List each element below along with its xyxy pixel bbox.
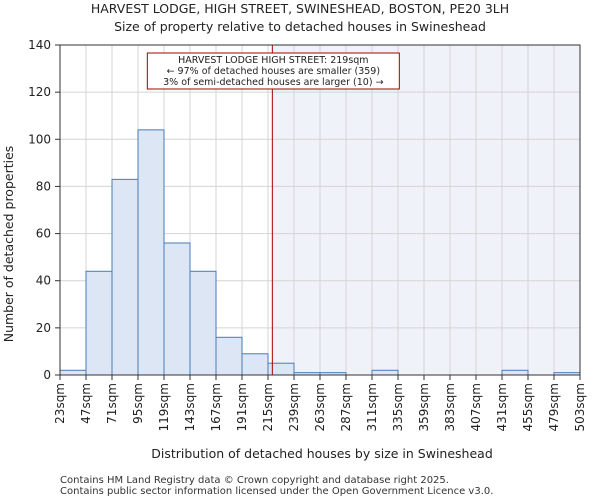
x-axis-label: Distribution of detached houses by size … xyxy=(151,446,493,461)
bar-71sqm xyxy=(111,178,139,376)
x-tick-label: 47sqm xyxy=(79,383,93,424)
y-axis-label: Number of detached properties xyxy=(1,146,16,343)
bar-167sqm xyxy=(215,336,243,376)
y-tick-label: 120 xyxy=(28,85,51,99)
annotation-line-smaller: ← 97% of detached houses are smaller (35… xyxy=(167,66,380,77)
bar-23sqm xyxy=(59,369,87,376)
y-tick-label: 40 xyxy=(36,274,51,288)
x-tick-label: 191sqm xyxy=(235,383,249,431)
annotation-line-property: HARVEST LODGE HIGH STREET: 219sqm xyxy=(178,55,368,66)
bar-95sqm xyxy=(137,129,165,376)
y-tick-label: 140 xyxy=(28,38,51,52)
footer-licence: Contains public sector information licen… xyxy=(60,486,493,497)
bar-143sqm xyxy=(189,270,217,376)
plot-frame xyxy=(59,44,581,376)
y-tick-label: 80 xyxy=(36,179,51,193)
y-axis-ticks: 0 20 40 60 80 100 120 140 xyxy=(28,38,60,382)
x-tick-label: 479sqm xyxy=(547,383,561,431)
x-tick-label: 263sqm xyxy=(313,383,327,431)
bar-311sqm xyxy=(371,369,399,376)
x-tick-label: 287sqm xyxy=(339,383,353,431)
chart-title: HARVEST LODGE, HIGH STREET, SWINESHEAD, … xyxy=(91,1,509,16)
bar-431sqm xyxy=(501,369,529,376)
y-tick-label: 0 xyxy=(43,368,51,382)
x-tick-label: 455sqm xyxy=(521,383,535,431)
x-tick-label: 359sqm xyxy=(417,383,431,431)
x-tick-label: 215sqm xyxy=(261,383,275,431)
x-tick-label: 407sqm xyxy=(469,383,483,431)
y-tick-label: 100 xyxy=(28,132,51,146)
annotation-line-larger: 3% of semi-detached houses are larger (1… xyxy=(163,77,383,88)
x-axis-ticks: 23sqm 47sqm 71sqm 95sqm 119sqm 143sqm 167sqm 19… xyxy=(53,375,587,431)
x-tick-label: 383sqm xyxy=(443,383,457,431)
x-tick-label: 119sqm xyxy=(157,383,171,431)
footer-copyright: Contains HM Land Registry data © Crown c… xyxy=(60,475,449,486)
x-tick-label: 311sqm xyxy=(365,383,379,431)
bar-191sqm xyxy=(241,353,269,376)
x-tick-label: 95sqm xyxy=(131,383,145,424)
x-tick-label: 335sqm xyxy=(391,383,405,431)
bar-47sqm xyxy=(85,270,113,376)
x-tick-label: 431sqm xyxy=(495,383,509,431)
larger-property-region xyxy=(272,45,580,375)
y-tick-label: 20 xyxy=(36,321,51,335)
x-tick-label: 239sqm xyxy=(287,383,301,431)
x-tick-label: 503sqm xyxy=(573,383,587,431)
x-tick-label: 23sqm xyxy=(53,383,67,424)
y-tick-label: 60 xyxy=(36,227,51,241)
annotation-box xyxy=(146,52,400,90)
x-tick-label: 167sqm xyxy=(209,383,223,431)
bar-119sqm xyxy=(163,242,191,376)
chart-subtitle: Size of property relative to detached ho… xyxy=(114,19,486,34)
x-tick-label: 143sqm xyxy=(183,383,197,431)
x-tick-label: 71sqm xyxy=(105,383,119,424)
